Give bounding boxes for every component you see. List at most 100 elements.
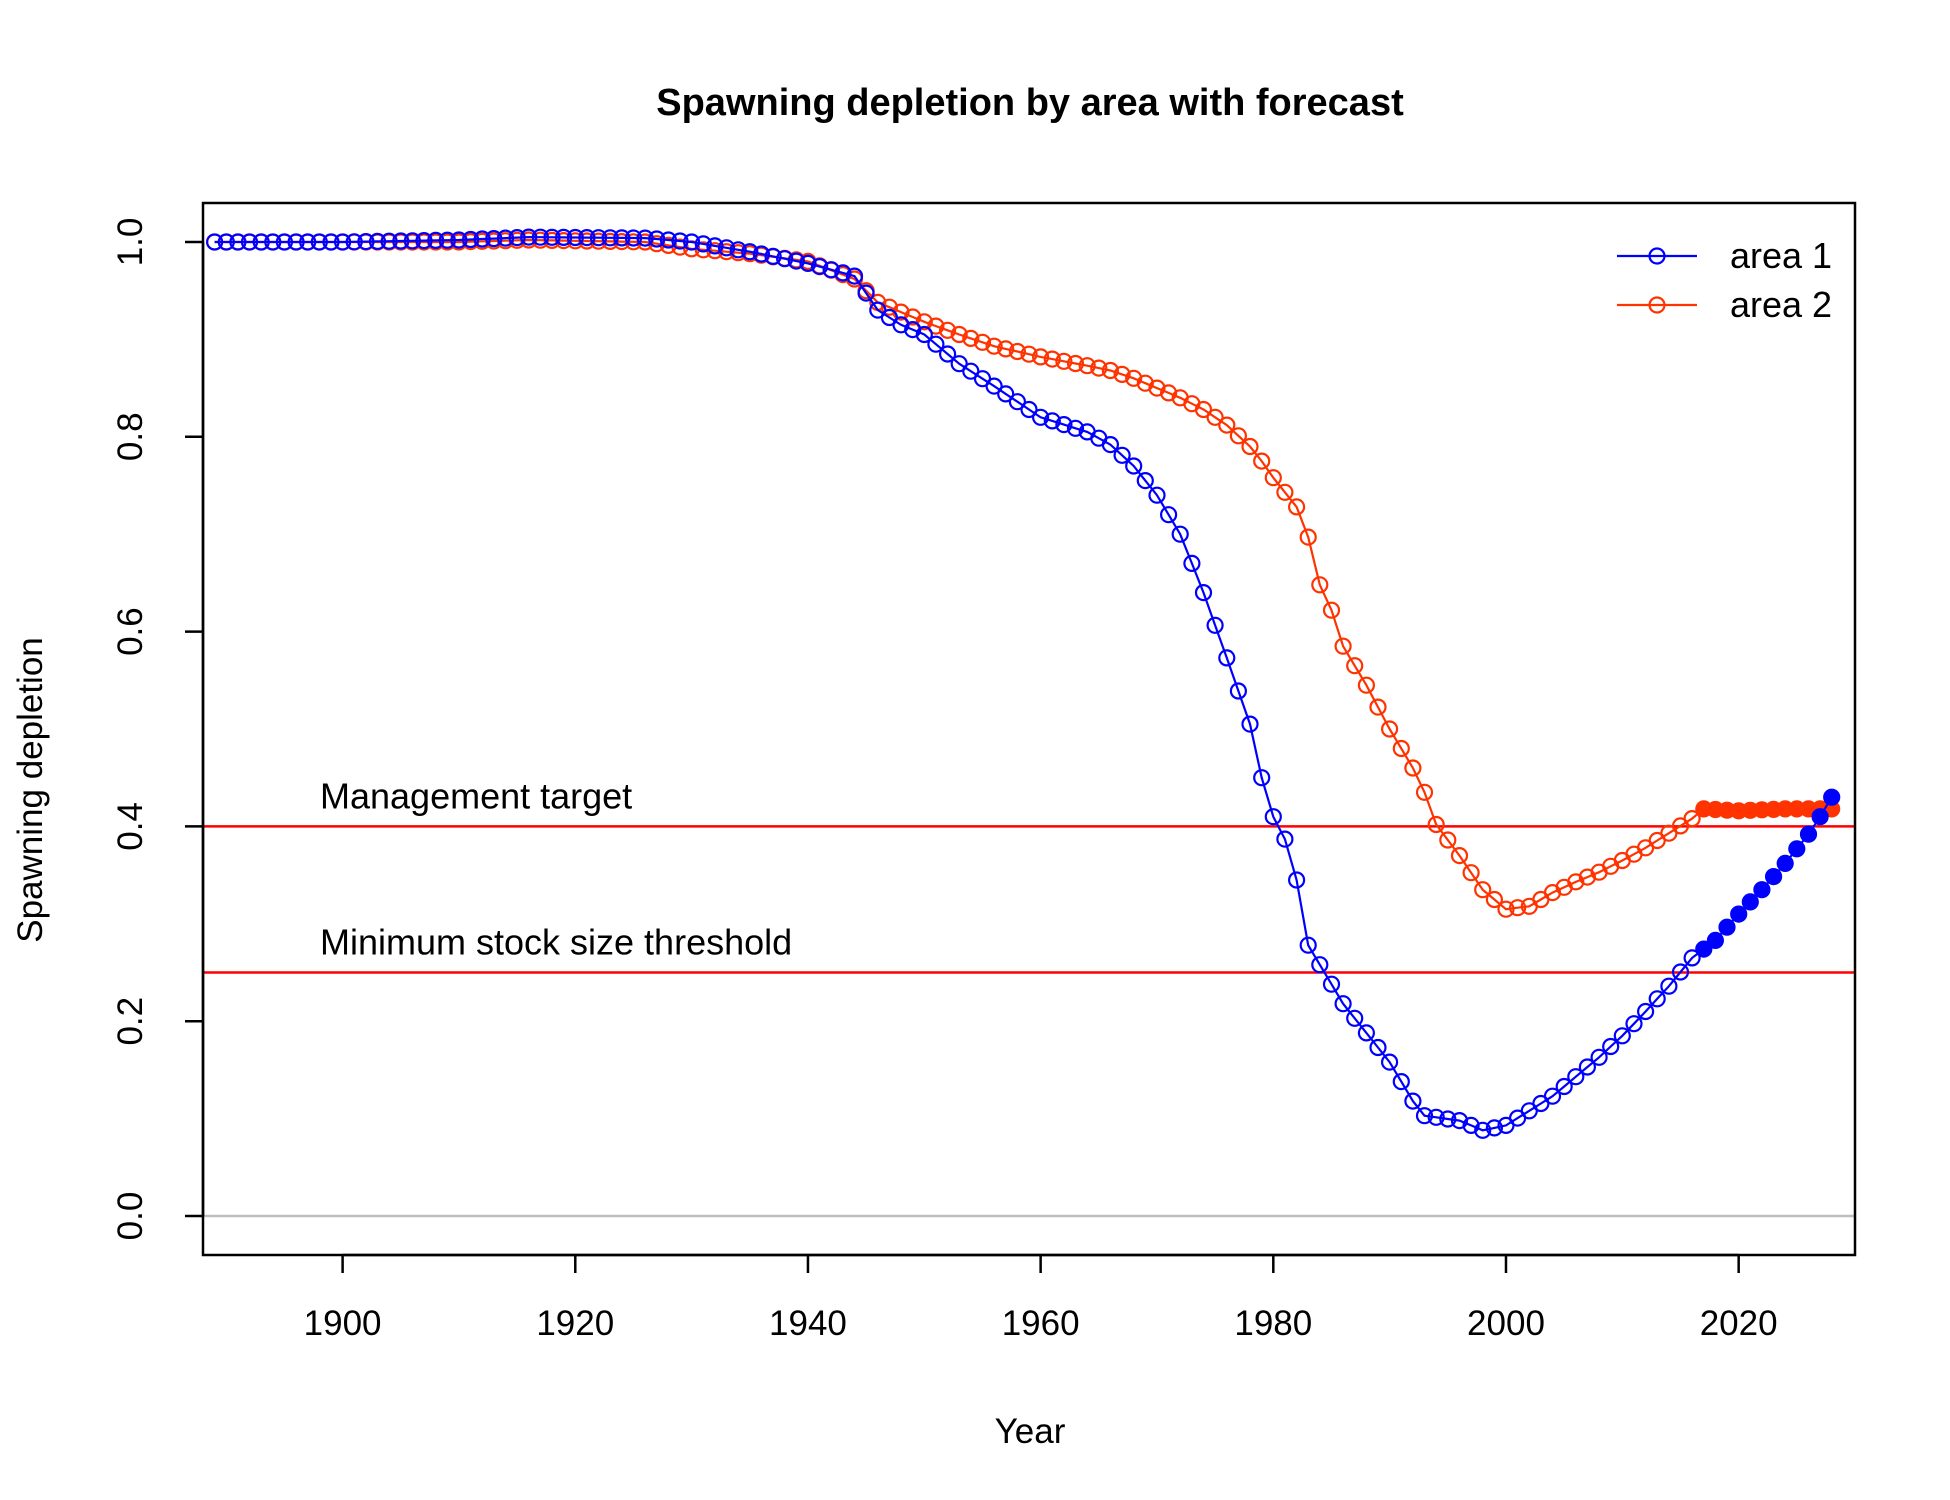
reference-lines: Management target Minimum stock size thre… (203, 775, 1855, 1218)
y-axis-label: Spawning depletion (11, 637, 50, 943)
y-tick-label: 0.2 (111, 997, 150, 1046)
data-point (1125, 369, 1143, 387)
data-point (1299, 528, 1317, 546)
data-point (810, 258, 829, 276)
data-point (962, 329, 980, 347)
data-point (1287, 498, 1306, 516)
data-point (1439, 831, 1457, 849)
data-point (345, 233, 363, 251)
data-point (1194, 400, 1213, 419)
data-point (1148, 486, 1166, 504)
data-point (1357, 676, 1376, 694)
data-point (1241, 715, 1259, 733)
data-point (1311, 576, 1329, 594)
forecast-point (1776, 854, 1794, 873)
data-point (1404, 1092, 1422, 1110)
legend-marker (1648, 247, 1666, 265)
data-point (857, 284, 875, 302)
data-point (1113, 365, 1131, 383)
data-point (1322, 601, 1341, 619)
data-point (787, 252, 805, 270)
x-axis-label: Year (995, 1412, 1066, 1451)
legend-label: area 1 (1730, 235, 1832, 276)
data-point (1648, 990, 1666, 1008)
legend: area 1 area 2 (1617, 235, 1832, 325)
data-point (938, 321, 957, 339)
data-point (1497, 900, 1515, 918)
data-point (601, 229, 619, 247)
data-point (1218, 416, 1236, 434)
data-point (950, 325, 968, 344)
data-point (706, 237, 724, 255)
legend-item: area 1 (1617, 235, 1832, 276)
data-point (1671, 963, 1690, 981)
forecast-point (1764, 867, 1783, 886)
data-point (1264, 808, 1282, 826)
x-axis: 1900 1920 1940 1960 1980 2000 2020 (304, 1253, 1778, 1343)
data-point (1276, 483, 1294, 501)
data-point (1253, 769, 1271, 787)
legend-marker (1648, 296, 1666, 314)
data-point (938, 345, 957, 363)
data-point (1090, 359, 1108, 377)
forecast-point (1823, 788, 1841, 806)
data-point (1369, 1038, 1387, 1057)
data-point (1602, 1037, 1620, 1056)
data-point (287, 233, 305, 251)
legend-label: area 2 (1730, 284, 1832, 325)
data-point (473, 230, 491, 248)
data-point (1183, 554, 1201, 573)
forecast-point (1741, 893, 1759, 911)
series-line (214, 235, 1833, 1132)
data-point (252, 233, 270, 251)
data-point (1380, 720, 1399, 738)
data-point (1555, 1077, 1573, 1096)
data-point (694, 241, 712, 259)
data-point (1206, 616, 1224, 634)
x-tick-label: 2000 (1467, 1304, 1545, 1343)
data-point (578, 229, 596, 247)
data-point (1392, 1072, 1410, 1091)
x-tick-label: 1920 (536, 1304, 614, 1343)
data-point (671, 232, 689, 250)
data-point (1078, 357, 1096, 375)
data-point (1543, 1087, 1562, 1105)
data-point (682, 233, 701, 251)
series-layer (206, 228, 1841, 1139)
data-point (1427, 815, 1445, 834)
data-point (985, 337, 1003, 355)
y-axis: 0.0 0.2 0.4 0.6 0.8 1.0 (111, 218, 205, 1240)
data-point (1567, 1068, 1585, 1086)
data-point (485, 230, 503, 248)
series-area-1 (206, 228, 1841, 1139)
forecast-point (1811, 808, 1829, 826)
data-point (1683, 949, 1701, 967)
data-point (834, 264, 852, 282)
data-point (729, 241, 747, 259)
data-point (1276, 830, 1294, 848)
data-point (1508, 899, 1527, 917)
data-point (1346, 657, 1364, 675)
data-point (636, 229, 654, 247)
data-point (1636, 1002, 1655, 1021)
data-point (1450, 846, 1469, 865)
reference-line-label: Minimum stock size threshold (320, 922, 792, 963)
data-point (1031, 408, 1050, 426)
data-point (415, 232, 433, 250)
data-point (1299, 936, 1317, 954)
data-point (1218, 649, 1236, 667)
data-point (427, 231, 445, 249)
data-point (1206, 408, 1224, 426)
data-point (845, 267, 864, 285)
data-point (613, 229, 631, 247)
data-point (206, 233, 224, 251)
data-point (904, 308, 922, 326)
data-point (1043, 350, 1061, 368)
data-point (1439, 1110, 1457, 1128)
chart-title: Spawning depletion by area with forecast (656, 82, 1404, 124)
data-point (566, 228, 584, 247)
data-point (392, 232, 410, 250)
data-point (1357, 1024, 1376, 1042)
data-point (880, 298, 899, 316)
y-tick-label: 0.4 (111, 802, 150, 851)
